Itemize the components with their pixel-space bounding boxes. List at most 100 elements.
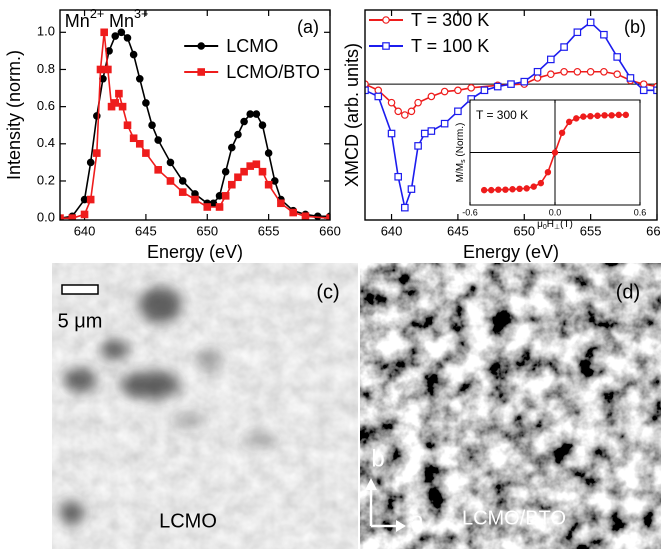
marker xyxy=(601,32,607,38)
marker xyxy=(241,118,247,124)
x-axis-label: Energy (eV) xyxy=(463,242,559,262)
marker xyxy=(402,204,408,210)
marker xyxy=(137,76,143,82)
marker xyxy=(508,81,514,87)
marker xyxy=(143,150,149,156)
marker xyxy=(155,137,161,143)
marker xyxy=(235,131,241,137)
x-tick-label: -0.6 xyxy=(462,207,478,217)
marker xyxy=(130,135,136,141)
marker xyxy=(130,51,136,57)
image-caption: LCMO/BTO xyxy=(462,507,566,529)
marker xyxy=(101,29,107,35)
x-tick-label: 0.6 xyxy=(634,207,647,217)
marker xyxy=(395,108,401,114)
marker xyxy=(441,88,447,94)
marker xyxy=(510,187,515,192)
legend-marker xyxy=(198,43,204,49)
marker xyxy=(87,159,93,165)
panel-label: (a) xyxy=(297,17,319,37)
marker xyxy=(641,87,647,93)
marker xyxy=(408,186,414,192)
marker xyxy=(545,170,550,175)
marker xyxy=(235,174,241,180)
text-segment: M/M xyxy=(455,163,466,182)
marker xyxy=(216,193,222,199)
x-tick-label: 655 xyxy=(258,223,280,238)
x-tick-label: 655 xyxy=(580,223,602,238)
marker xyxy=(495,83,501,89)
marker xyxy=(229,144,235,150)
marker xyxy=(581,114,586,119)
text-segment: 3+ xyxy=(134,7,148,21)
x-tick-label: 650 xyxy=(196,223,218,238)
marker xyxy=(155,167,161,173)
marker xyxy=(496,187,501,192)
marker xyxy=(180,178,186,184)
marker xyxy=(521,78,527,84)
marker xyxy=(87,196,93,202)
marker xyxy=(143,100,149,106)
marker xyxy=(375,93,381,99)
marker xyxy=(574,29,580,35)
marker xyxy=(408,108,414,114)
marker xyxy=(587,19,593,25)
y-tick-label: 0.8 xyxy=(37,61,55,76)
marker xyxy=(517,186,522,191)
x-tick-label: 645 xyxy=(447,223,469,238)
marker xyxy=(538,181,543,186)
marker xyxy=(552,150,557,155)
marker xyxy=(167,159,173,165)
marker xyxy=(561,69,567,75)
marker xyxy=(222,168,228,174)
marker xyxy=(265,181,271,187)
marker xyxy=(561,44,567,50)
legend-label: LCMO xyxy=(226,36,278,56)
marker xyxy=(468,85,474,91)
marker xyxy=(192,196,198,202)
x-tick-label: 640 xyxy=(381,223,403,238)
panel-label: (d) xyxy=(616,281,640,303)
marker xyxy=(534,69,540,75)
marker xyxy=(167,178,173,184)
marker xyxy=(302,213,308,219)
marker xyxy=(627,75,633,81)
plot: 6406456506556600.00.20.40.60.81.0Energy … xyxy=(4,7,341,261)
marker xyxy=(375,87,381,93)
image-caption: LCMO xyxy=(159,510,217,532)
text-segment: (Norm.) xyxy=(455,123,466,160)
marker xyxy=(112,33,118,39)
marker xyxy=(524,186,529,191)
annotation: Mn3+ xyxy=(109,7,148,30)
legend-label: T = 100 K xyxy=(411,36,489,56)
inset: -0.60.00.6μ0H⊥(T)M/Ms (Norm.)T = 300 K xyxy=(455,100,647,231)
marker xyxy=(137,141,143,147)
marker xyxy=(124,35,130,41)
marker xyxy=(489,188,494,193)
marker xyxy=(210,200,216,206)
marker xyxy=(259,168,265,174)
marker xyxy=(204,204,210,210)
marker xyxy=(428,128,434,134)
marker xyxy=(265,150,271,156)
marker xyxy=(116,90,122,96)
marker xyxy=(124,122,130,128)
marker xyxy=(272,178,278,184)
marker xyxy=(601,69,607,75)
marker xyxy=(481,87,487,93)
image-c xyxy=(52,263,358,549)
marker xyxy=(112,100,118,106)
marker xyxy=(97,66,103,72)
marker xyxy=(614,71,620,77)
marker xyxy=(222,193,228,199)
y-tick-label: 1.0 xyxy=(37,24,55,39)
marker xyxy=(415,143,421,149)
text-segment: Mn xyxy=(65,11,90,31)
marker xyxy=(441,120,447,126)
marker xyxy=(278,200,284,206)
marker xyxy=(415,99,421,105)
x-tick-label: 640 xyxy=(74,223,96,238)
marker xyxy=(149,122,155,128)
x-tick-label: 660 xyxy=(646,223,661,238)
y-tick-label: 0.6 xyxy=(37,98,55,113)
